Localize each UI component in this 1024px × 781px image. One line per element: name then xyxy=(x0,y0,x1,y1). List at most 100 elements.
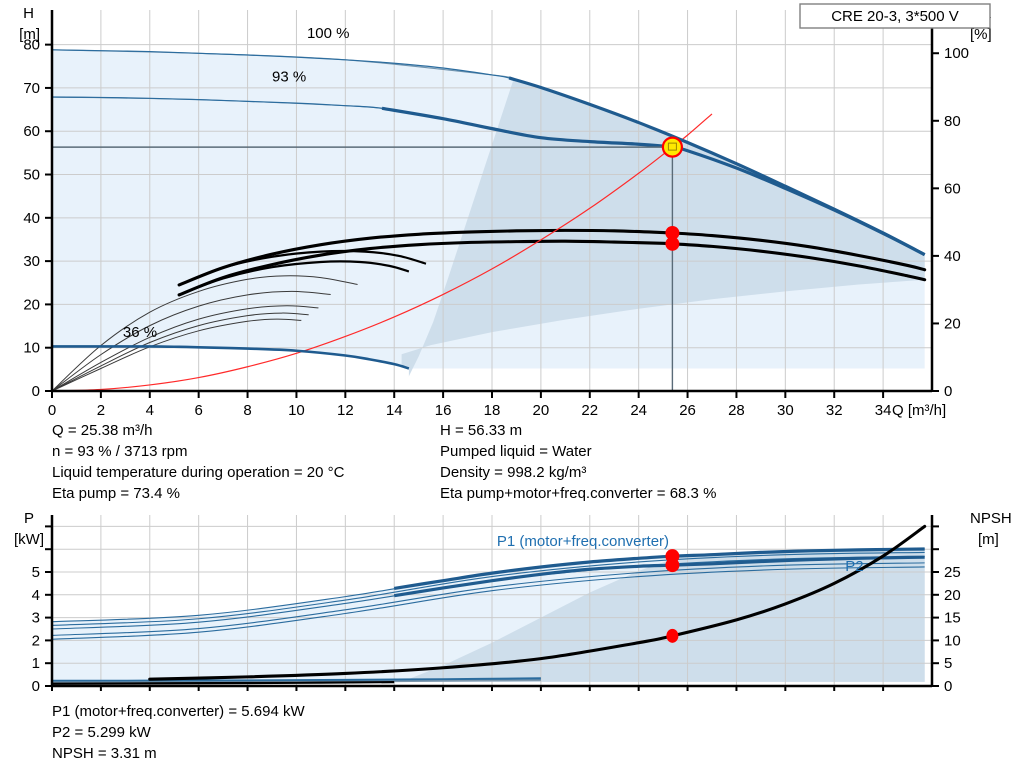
y-tick-label-left: 3 xyxy=(32,610,40,627)
power-curve-thin xyxy=(51,566,925,640)
x-tick-label: 2 xyxy=(97,402,105,418)
power-dark-band xyxy=(401,548,925,682)
info-line-liquid: Pumped liquid = Water xyxy=(440,443,592,460)
y-tick-label-right: 60 xyxy=(944,180,961,197)
info-line-p1: P1 (motor+freq.converter) = 5.694 kW xyxy=(52,703,305,720)
y-axis-title-left: P xyxy=(24,510,34,527)
efficiency-curve-thin xyxy=(51,290,331,392)
npsh-curve-low xyxy=(51,681,395,685)
y-tick-label-left: 5 xyxy=(32,564,40,581)
power-info-block: P1 (motor+freq.converter) = 5.694 kW P2 … xyxy=(52,701,305,764)
info-line-eta-total: Eta pump+motor+freq.converter = 68.3 % xyxy=(440,485,717,502)
y-tick-label-left: 4 xyxy=(32,587,40,604)
efficiency-curve-thin xyxy=(51,312,309,392)
x-tick-label: 6 xyxy=(194,402,202,418)
y-tick-label-right: 15 xyxy=(944,610,961,627)
y-tick-label-right: 0 xyxy=(944,383,952,400)
y-tick-label-left: 10 xyxy=(23,340,40,357)
x-tick-label: 12 xyxy=(337,402,354,418)
y-tick-label-right: 20 xyxy=(944,315,961,332)
power-annotation-0: P1 (motor+freq.converter) xyxy=(497,533,669,550)
y-tick-label-left: 80 xyxy=(23,37,40,54)
title-box xyxy=(799,3,991,29)
grid-lines xyxy=(51,515,932,687)
power-npsh-chart: 0 1 2 3 4 5 0 5 10 15 20 25 P [kW] NPSH [m] P1 (motor+fr… xyxy=(14,510,1012,695)
x-tick-label: 18 xyxy=(484,402,501,418)
duty-info-left-column: Q = 25.38 m³/h n = 93 % / 3713 rpm Liqui… xyxy=(52,420,344,504)
curve-annotation-1: 93 % xyxy=(272,68,306,85)
y-tick-label-left: 2 xyxy=(32,632,40,649)
y-tick-label-left: 20 xyxy=(23,296,40,313)
info-line-npsh: NPSH = 3.31 m xyxy=(52,745,157,762)
x-tick-label: 30 xyxy=(777,402,794,418)
efficiency-curve-thin xyxy=(51,318,302,392)
x-tick-label: 32 xyxy=(826,402,843,418)
y-tick-label-right: 0 xyxy=(944,678,952,695)
y-tick-label-right: 80 xyxy=(944,113,961,130)
y-tick-label-left: 40 xyxy=(23,210,40,227)
y-tick-label-right: 5 xyxy=(944,655,952,672)
efficiency-curve-thin xyxy=(51,305,319,392)
info-line-temperature: Liquid temperature during operation = 20… xyxy=(52,464,345,481)
x-tick-label: 16 xyxy=(435,402,452,418)
info-line-eta-pump: Eta pump = 73.4 % xyxy=(52,485,180,502)
x-tick-label: 4 xyxy=(146,402,154,418)
y-axis-title-left: H xyxy=(23,5,34,22)
curve-annotation-0: 100 % xyxy=(307,25,350,42)
info-line-q: Q = 25.38 m³/h xyxy=(52,422,153,439)
duty-marker-npsh xyxy=(666,628,679,643)
y-tick-label-right: 25 xyxy=(944,564,961,581)
y-tick-label-left: 0 xyxy=(32,383,40,400)
info-line-h: H = 56.33 m xyxy=(440,422,523,439)
duty-marker-eta-pump xyxy=(665,225,680,240)
x-tick-label: 20 xyxy=(533,402,550,418)
grid-lines xyxy=(51,10,932,392)
power-curve-thin xyxy=(51,551,925,626)
y-axis-title-right: NPSH xyxy=(970,510,1012,527)
duty-point-handle-icon xyxy=(667,142,677,151)
y-tick-label-right: 100 xyxy=(944,45,969,62)
head-curve-36 xyxy=(51,345,410,370)
x-axis-title: Q [m³/h] xyxy=(892,402,946,418)
duty-marker-p2 xyxy=(665,558,680,573)
x-tick-label: 26 xyxy=(679,402,696,418)
power-curve-thin xyxy=(51,562,925,636)
info-line-density: Density = 998.2 kg/m³ xyxy=(440,464,587,481)
y-tick-label-right: 40 xyxy=(944,248,961,265)
efficiency-curve-total xyxy=(177,239,927,297)
system-curve xyxy=(51,113,713,392)
y-axis-unit-right: [%] xyxy=(970,26,992,43)
info-line-p2: P2 = 5.299 kW xyxy=(52,724,151,741)
y-tick-label-left: 1 xyxy=(32,655,40,672)
y-axis-unit-right: [m] xyxy=(978,531,999,548)
y-tick-label-left: 0 xyxy=(32,678,40,695)
y-tick-label-left: 30 xyxy=(23,253,40,270)
x-tick-label: 34 xyxy=(875,402,892,418)
y-tick-label-left: 50 xyxy=(23,167,40,184)
duty-marker-eta-total xyxy=(665,236,680,251)
p-low-curve xyxy=(51,677,541,683)
x-tick-label: 14 xyxy=(386,402,403,418)
below-min-white xyxy=(52,346,409,391)
y-axis-unit-left: [kW] xyxy=(14,531,44,548)
duty-point-marker[interactable] xyxy=(661,136,684,158)
y-tick-label-right: 10 xyxy=(944,632,961,649)
power-annotation-1: P2 xyxy=(845,558,863,575)
x-tick-label: 10 xyxy=(288,402,305,418)
x-tick-label: 8 xyxy=(243,402,251,418)
x-tick-label: 22 xyxy=(581,402,598,418)
efficiency-curve-pump xyxy=(177,228,927,287)
curve-annotation-2: 36 % xyxy=(123,324,157,341)
envelope-dark-band xyxy=(401,78,925,391)
y-tick-label-left: 70 xyxy=(23,80,40,97)
x-tick-label: 24 xyxy=(630,402,647,418)
npsh-curve xyxy=(148,524,927,681)
x-tick-label: 28 xyxy=(728,402,745,418)
y-tick-label-left: 60 xyxy=(23,123,40,140)
x-tick-label: 0 xyxy=(48,402,56,418)
title-box-label: CRE 20-3, 3*500 V xyxy=(831,8,959,25)
y-axis-unit-left: [m] xyxy=(19,26,40,43)
y-tick-label-right: 20 xyxy=(944,587,961,604)
